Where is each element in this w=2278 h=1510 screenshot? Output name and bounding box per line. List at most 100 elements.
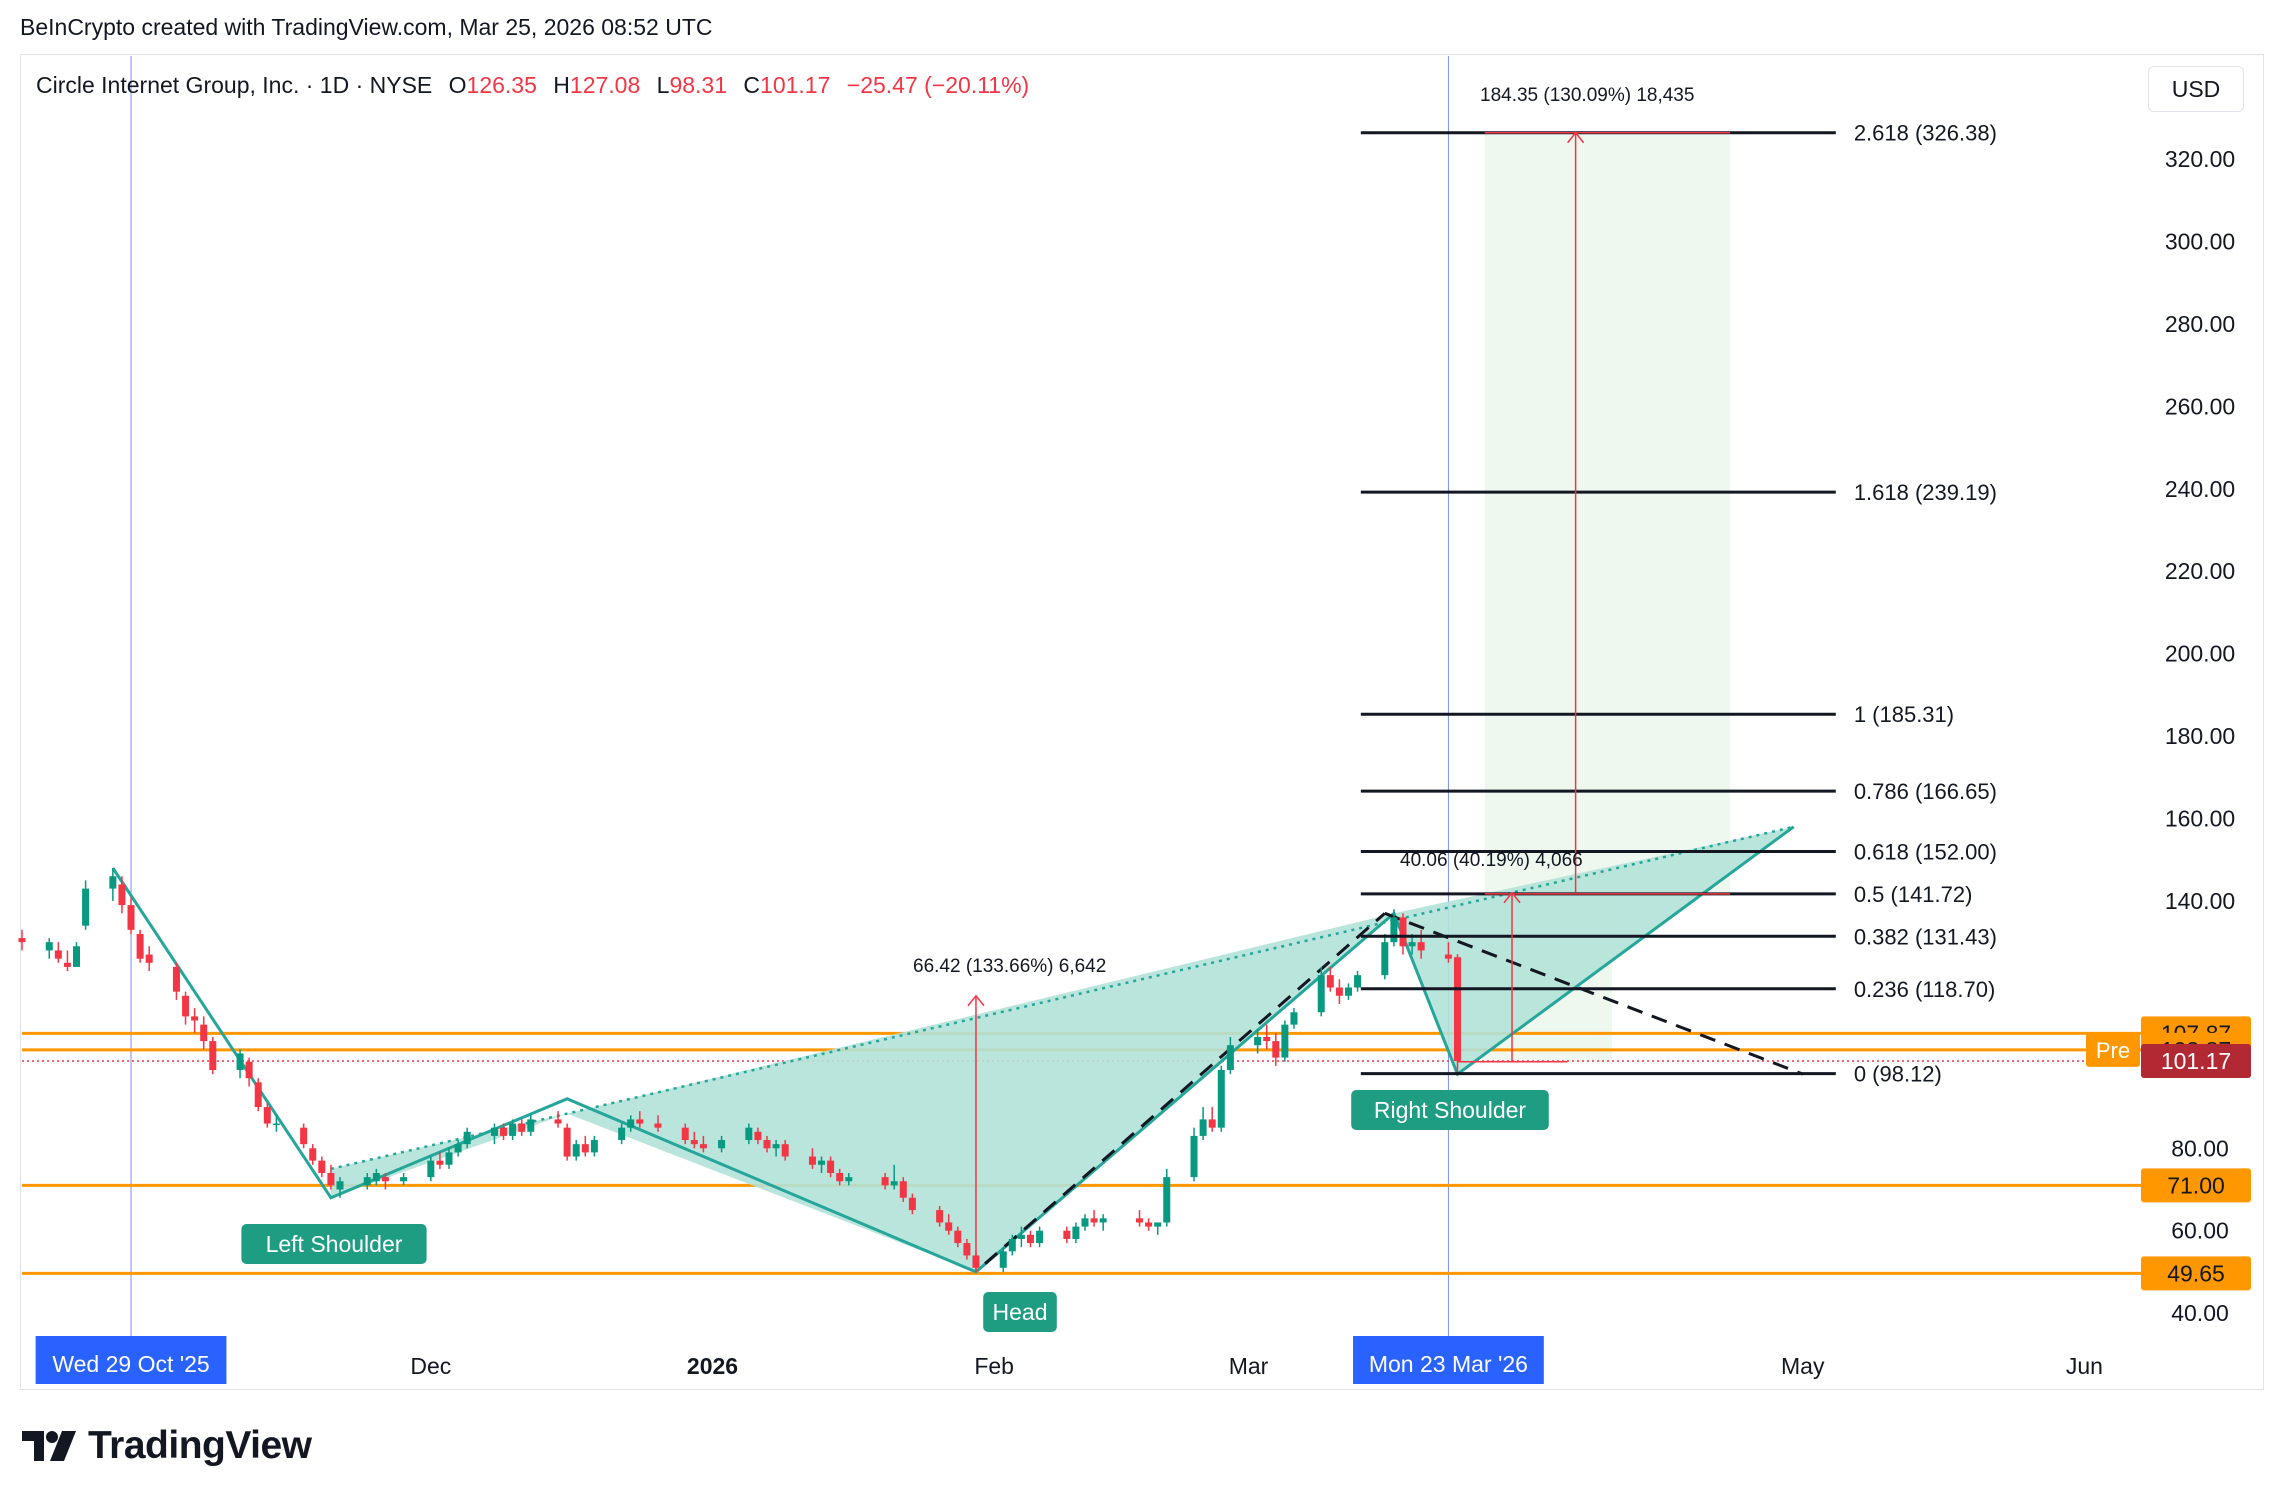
measure-arrowhead: [1503, 891, 1521, 904]
candle: [899, 1177, 907, 1202]
fib-level-label: 0.382 (131.43): [1854, 924, 1997, 949]
candle: [954, 1226, 962, 1248]
candle: [908, 1193, 916, 1215]
candle: [336, 1177, 344, 1198]
candle-body: [590, 1140, 598, 1153]
candle-body: [1208, 1119, 1216, 1128]
candle: [1354, 971, 1362, 992]
candle-body: [73, 946, 81, 967]
candle-body: [263, 1107, 271, 1124]
candle-body: [1199, 1119, 1207, 1136]
candle-body: [1099, 1218, 1107, 1223]
candle-body: [808, 1156, 816, 1165]
pattern-label-box: [1351, 1090, 1549, 1130]
x-axis-tick-label: May: [1781, 1353, 1825, 1379]
symbol-legend: Circle Internet Group, Inc. · 1D · NYSE …: [36, 72, 1029, 99]
candle: [1281, 1020, 1289, 1062]
candle: [827, 1156, 835, 1178]
candle-body: [1072, 1226, 1080, 1239]
candle-body: [1226, 1045, 1234, 1070]
tradingview-logo-icon: [22, 1431, 76, 1461]
measure-arrowhead: [967, 994, 985, 1007]
candle-body: [245, 1061, 253, 1079]
candle-body: [1163, 1177, 1171, 1223]
left-shoulder-fill: [330, 1113, 568, 1198]
candle-body: [1081, 1218, 1089, 1227]
price-tag-box: [2141, 1256, 2251, 1291]
candle-body: [836, 1173, 844, 1182]
candle: [845, 1173, 853, 1186]
candle: [572, 1140, 580, 1161]
candle-body: [690, 1140, 698, 1145]
candle: [636, 1111, 644, 1128]
candle: [254, 1078, 262, 1112]
candle: [1208, 1107, 1216, 1132]
candle-body: [554, 1119, 562, 1124]
candle-body: [881, 1177, 889, 1186]
candle: [209, 1036, 217, 1075]
candle: [236, 1049, 244, 1079]
candle: [1317, 966, 1325, 1017]
candle-body: [236, 1053, 244, 1070]
fib-level-label: 2.618 (326.38): [1854, 121, 1997, 146]
y-axis-tick-label: 200.00: [2165, 641, 2235, 667]
last-price-tag-label: 101.17: [2161, 1048, 2231, 1074]
candle-body: [327, 1173, 335, 1186]
candle-body: [581, 1144, 589, 1153]
candle-body: [1063, 1230, 1071, 1239]
symbol-name: Circle Internet Group, Inc. · 1D · NYSE: [36, 72, 433, 98]
open-label: O: [448, 72, 467, 98]
pattern-label-box: [983, 1292, 1057, 1332]
x-axis-tick-label: Mar: [1229, 1353, 1269, 1379]
tradingview-logo[interactable]: TradingView: [22, 1424, 312, 1468]
candle: [618, 1123, 626, 1145]
candle: [263, 1102, 271, 1128]
candle-body: [1145, 1222, 1153, 1227]
candle: [963, 1238, 971, 1260]
candle-body: [200, 1024, 208, 1042]
candle: [381, 1173, 389, 1190]
fib-level-label: 1 (185.31): [1854, 702, 1954, 727]
close-label: C: [743, 72, 761, 98]
candle-body: [699, 1144, 707, 1149]
y-axis-tick-label: 240.00: [2165, 476, 2235, 502]
candle: [1199, 1107, 1207, 1141]
candle-body: [445, 1152, 453, 1165]
candle-body: [1281, 1024, 1289, 1058]
candle: [681, 1123, 689, 1145]
candle: [1399, 913, 1407, 955]
y-axis-tick-label: 220.00: [2165, 558, 2235, 584]
right-shoulder-fill: [1393, 826, 1794, 1075]
candle: [718, 1135, 726, 1153]
candle: [1017, 1226, 1025, 1248]
currency-button[interactable]: USD: [2148, 66, 2244, 112]
candle-body: [1317, 975, 1325, 1013]
candle-body: [436, 1160, 444, 1165]
candle: [818, 1156, 826, 1174]
y-axis-tick-label: 140.00: [2165, 888, 2235, 914]
candle-body: [1354, 975, 1362, 988]
candle: [454, 1140, 462, 1157]
low-value: 98.31: [669, 72, 728, 98]
candle-body: [1254, 1036, 1262, 1046]
candle: [763, 1135, 771, 1153]
candle-body: [1444, 954, 1452, 959]
candle-body: [1017, 1234, 1025, 1239]
head-fill: [567, 913, 1394, 1272]
candle: [781, 1140, 789, 1161]
projection-box: [1484, 132, 1731, 894]
candle-body: [63, 962, 71, 967]
candle: [127, 896, 135, 934]
candle-body: [1217, 1069, 1225, 1128]
candle-body: [209, 1041, 217, 1070]
candle: [363, 1173, 371, 1190]
pre-tag-label: Pre: [2096, 1038, 2130, 1063]
candle-body: [1036, 1230, 1044, 1244]
candle-body: [1335, 987, 1343, 996]
candle: [1136, 1210, 1144, 1227]
candle-body: [899, 1181, 907, 1198]
candle: [145, 946, 153, 972]
candle: [627, 1115, 635, 1132]
candle: [136, 929, 144, 963]
